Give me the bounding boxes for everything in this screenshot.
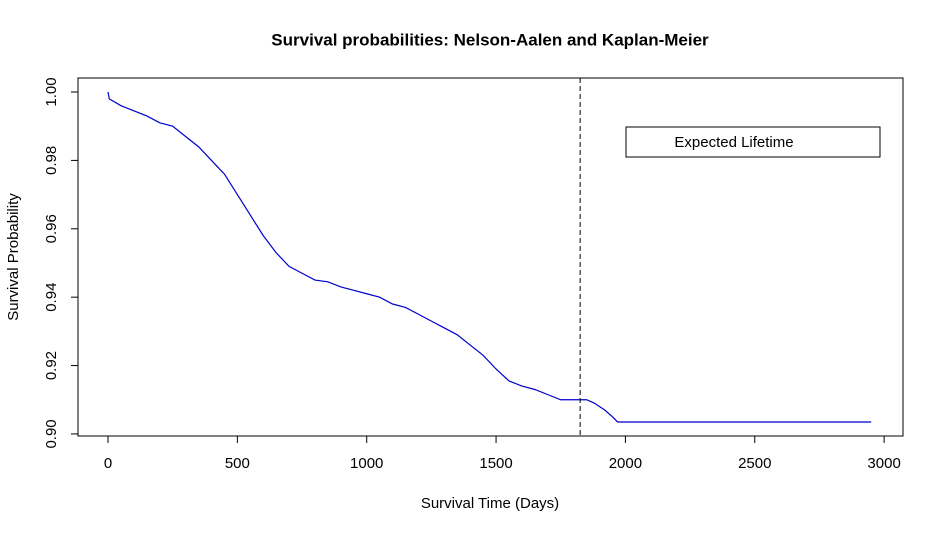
x-tick-label: 1500 (479, 455, 512, 472)
y-tick-label: 0.94 (43, 283, 60, 312)
x-tick-label: 2500 (738, 455, 771, 472)
y-tick-label: 1.00 (43, 77, 60, 106)
x-axis-label: Survival Time (Days) (421, 495, 559, 512)
y-tick-label: 0.98 (43, 146, 60, 175)
x-tick-label: 3000 (867, 455, 900, 472)
survival-curve (107, 91, 872, 423)
y-tick-label: 0.90 (43, 419, 60, 448)
y-tick-label: 0.92 (43, 351, 60, 380)
x-tick-label: 2000 (609, 455, 642, 472)
y-tick-label: 0.96 (43, 214, 60, 243)
x-tick-label: 0 (104, 455, 112, 472)
x-tick-label: 500 (225, 455, 250, 472)
x-tick-label: 1000 (350, 455, 383, 472)
chart-title: Survival probabilities: Nelson-Aalen and… (271, 30, 709, 49)
legend-box (625, 126, 881, 158)
y-axis-label: Survival Probability (5, 193, 22, 321)
legend-label: Expected Lifetime (674, 134, 793, 151)
